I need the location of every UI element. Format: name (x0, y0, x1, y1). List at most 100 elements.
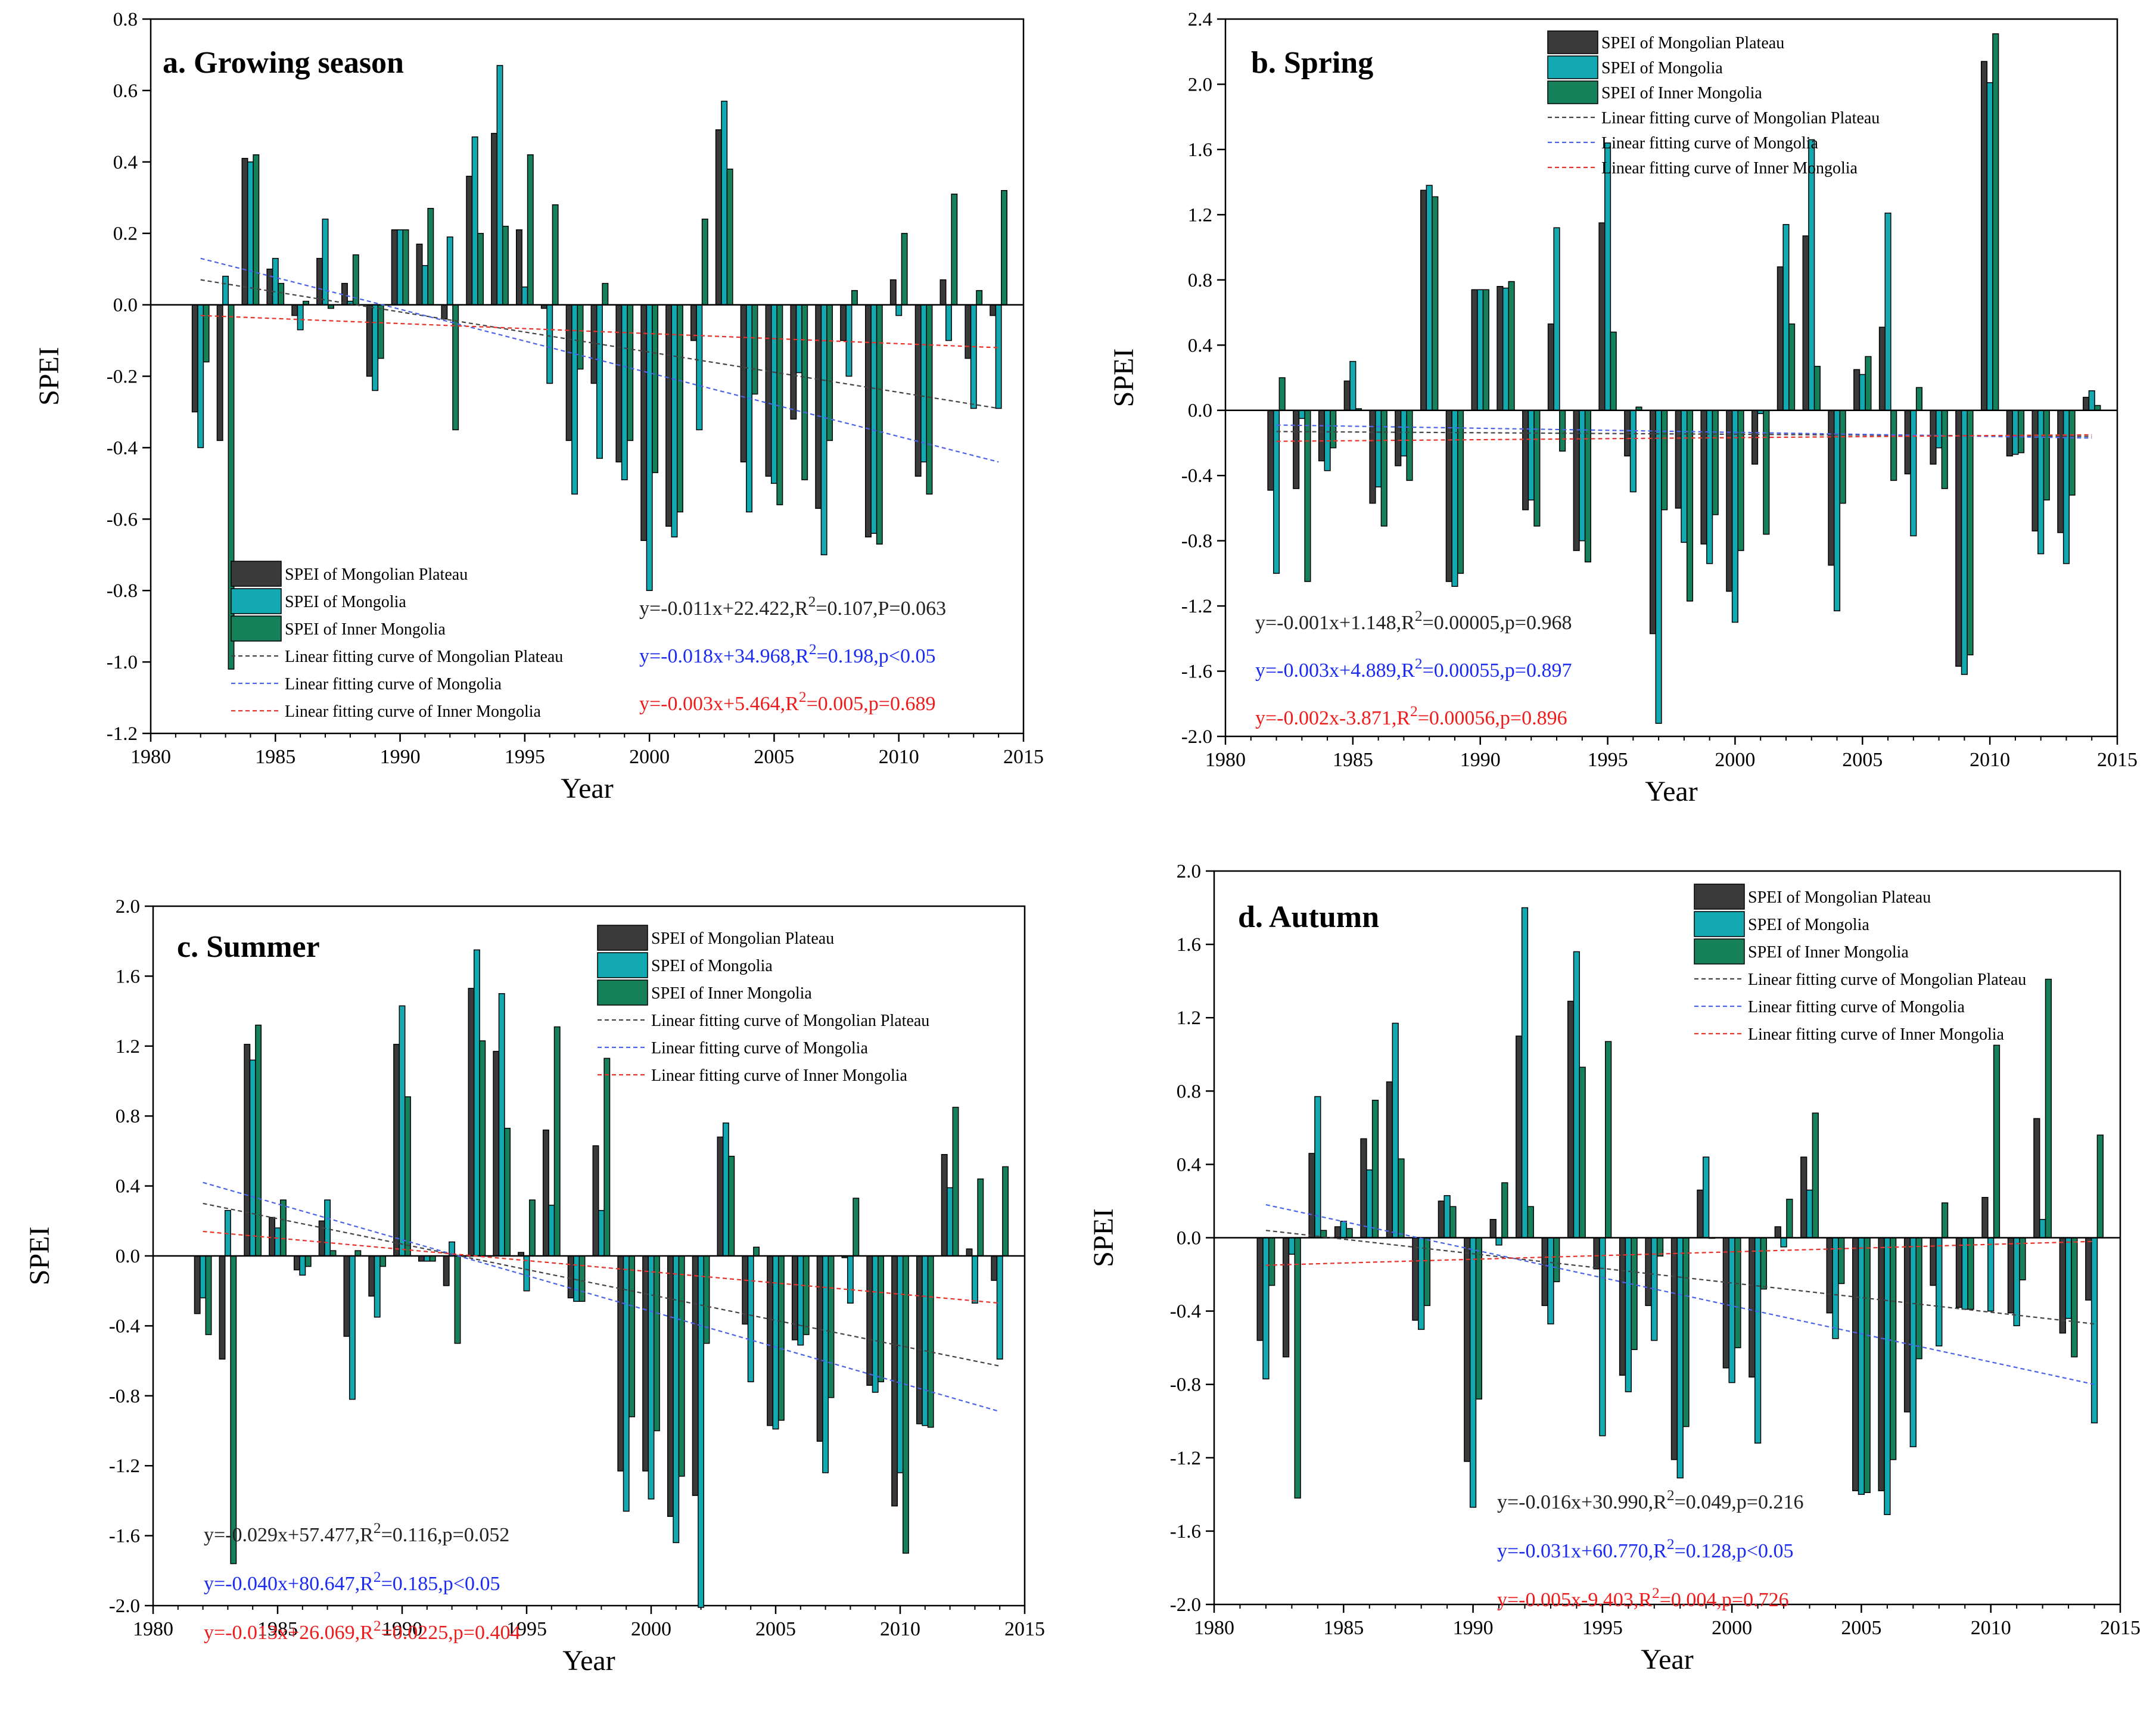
legend-swatch-mongolian-plateau (1694, 884, 1745, 910)
x-tick-label: 2010 (879, 746, 919, 768)
bar-mongolian-plateau-2009 (1955, 1237, 1963, 1308)
bar-mongolia-2001 (1754, 1237, 1762, 1444)
regression-equation-mongolian-plateau: y=-0.016x+30.990,R2=0.049,p=0.216 (1497, 1486, 1803, 1513)
bar-inner-mongolia-1993 (1559, 409, 1566, 452)
bar-inner-mongolia-1991 (1501, 1182, 1508, 1239)
panel-summer: 2.01.61.20.80.40.0-0.4-0.8-1.2-1.6-2.019… (24, 896, 1045, 1677)
bar-mongolian-plateau-1986 (1369, 409, 1376, 504)
y-tick-label: 1.2 (1188, 204, 1212, 226)
bar-inner-mongolia-2013 (2068, 409, 2076, 496)
y-tick-label: -0.4 (1170, 1301, 1201, 1323)
bar-mongolian-plateau-2007 (1903, 1237, 1911, 1413)
trend-line-mongolia (1265, 1204, 2095, 1385)
y-axis-title: SPEI (24, 1227, 55, 1286)
panel-growing-season: 0.80.60.40.20.0-0.2-0.4-0.6-0.8-1.0-1.21… (33, 9, 1044, 804)
bar-mongolia-1998 (598, 1209, 605, 1257)
bar-inner-mongolia-2003 (1812, 1112, 1819, 1239)
bar-inner-mongolia-2006 (802, 1255, 810, 1335)
bar-mongolia-1983 (1298, 409, 1305, 419)
legend-swatch-inner-mongolia (597, 979, 648, 1006)
bar-mongolian-plateau-2010 (889, 279, 897, 306)
bar-mongolian-plateau-2006 (790, 304, 797, 420)
legend-label: SPEI of Mongolia (285, 593, 406, 611)
bar-inner-mongolia-2008 (1941, 1202, 1949, 1239)
bar-mongolia-2011 (920, 304, 928, 463)
bar-mongolia-1996 (546, 304, 553, 384)
bar-mongolian-plateau-1997 (565, 304, 573, 441)
y-tick-label: 0.4 (116, 1176, 140, 1198)
bar-mongolia-2006 (797, 1255, 804, 1346)
bar-inner-mongolia-1983 (230, 1255, 237, 1565)
bar-mongolian-plateau-1994 (1573, 409, 1580, 551)
x-tick-label: 2000 (1712, 1617, 1752, 1639)
bar-mongolia-2013 (971, 1255, 978, 1304)
bar-mongolia-1984 (247, 161, 254, 306)
legend-swatch-inner-mongolia (1547, 80, 1598, 104)
bar-mongolia-1997 (571, 304, 578, 495)
bar-inner-mongolia-1982 (1268, 1237, 1275, 1286)
x-tick-label: 1985 (257, 1618, 298, 1640)
bar-mongolia-2014 (2088, 390, 2095, 411)
regression-equation-mongolia: y=-0.018x+34.968,R2=0.198,p<0.05 (639, 640, 935, 667)
bar-mongolia-1994 (496, 65, 503, 306)
y-tick-label: 1.2 (1177, 1007, 1201, 1029)
bar-mongolia-1987 (322, 218, 329, 306)
bar-mongolia-1999 (1703, 1156, 1710, 1239)
legend-label: Linear fitting curve of Mongolia (1601, 134, 1818, 153)
legend-swatch-mongolia (1694, 911, 1745, 937)
bar-mongolia-1991 (421, 265, 428, 306)
bar-mongolian-plateau-1998 (592, 1145, 599, 1257)
bar-mongolian-plateau-1995 (515, 229, 522, 306)
y-tick-label: -1.2 (1170, 1448, 1201, 1469)
bar-mongolian-plateau-1985 (1334, 1226, 1342, 1239)
y-tick-label: -1.2 (1181, 596, 1212, 617)
bar-inner-mongolia-1995 (527, 154, 534, 306)
bar-mongolia-1995 (1604, 142, 1611, 411)
bar-inner-mongolia-1989 (1457, 409, 1464, 574)
bar-mongolian-plateau-2003 (1802, 235, 1809, 411)
legend-swatch-mongolia (597, 952, 648, 978)
bar-inner-mongolia-2007 (1915, 387, 1923, 411)
bar-mongolian-plateau-1997 (567, 1255, 574, 1299)
bar-mongolia-2004 (1833, 409, 1841, 612)
bar-inner-mongolia-2010 (902, 1255, 909, 1554)
bar-inner-mongolia-1990 (404, 1096, 411, 1257)
bar-inner-mongolia-2003 (726, 169, 733, 306)
panel-autumn: 2.01.61.20.80.40.0-0.4-0.8-1.2-1.6-2.019… (1088, 862, 2141, 1675)
bar-mongolia-2001 (671, 304, 678, 538)
bar-mongolia-1989 (1443, 1195, 1451, 1239)
bar-inner-mongolia-1982 (1278, 377, 1286, 411)
x-tick-label: 2005 (754, 746, 794, 768)
legend-swatch-mongolian-plateau (231, 561, 282, 587)
bar-mongolian-plateau-2009 (864, 304, 872, 538)
bar-inner-mongolia-1988 (1432, 196, 1439, 411)
bar-mongolia-1983 (222, 275, 229, 306)
bar-mongolia-1986 (297, 304, 304, 331)
bar-mongolian-plateau-1995 (1598, 222, 1606, 411)
bar-mongolia-2009 (872, 1255, 879, 1393)
y-tick-label: -0.2 (107, 366, 138, 388)
bar-inner-mongolia-2007 (1915, 1237, 1922, 1360)
x-tick-label: 1995 (506, 1618, 547, 1640)
bar-mongolia-1993 (1547, 1237, 1554, 1324)
bar-inner-mongolia-2013 (976, 290, 983, 306)
bar-mongolia-1991 (424, 1255, 431, 1262)
bar-mongolia-2012 (2037, 409, 2045, 555)
bar-inner-mongolia-2008 (853, 1198, 860, 1257)
bar-mongolian-plateau-1992 (441, 304, 448, 320)
bar-mongolia-2010 (1987, 1237, 1995, 1312)
panel-title: c. Summer (177, 930, 320, 964)
legend-label: Linear fitting curve of Mongolia (651, 1039, 868, 1058)
regression-equation-inner-mongolia: y=-0.002x-3.871,R2=0.00056,p=0.896 (1255, 702, 1567, 729)
regression-equation-mongolia: y=-0.003x+4.889,R2=0.00055,p=0.897 (1255, 655, 1572, 682)
bar-mongolian-plateau-1986 (291, 304, 298, 316)
y-tick-label: -1.6 (1181, 661, 1212, 683)
bar-mongolian-plateau-1991 (416, 243, 423, 306)
bar-inner-mongolia-2014 (1002, 1166, 1009, 1257)
y-tick-label: 0.4 (1177, 1154, 1201, 1175)
bar-mongolia-1992 (1521, 907, 1529, 1239)
bar-mongolian-plateau-1988 (1412, 1237, 1419, 1321)
bar-mongolian-plateau-2000 (640, 304, 648, 542)
legend-label: SPEI of Mongolia (1601, 59, 1723, 77)
y-tick-label: -1.0 (107, 652, 138, 673)
